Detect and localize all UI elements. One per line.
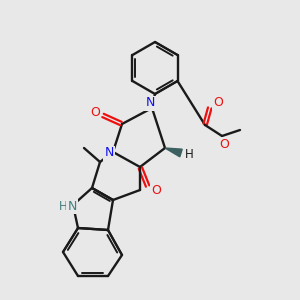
Text: N: N (67, 200, 77, 212)
Text: N: N (104, 146, 114, 160)
Polygon shape (165, 148, 182, 157)
Text: H: H (58, 200, 68, 212)
Text: O: O (213, 97, 223, 110)
Text: H: H (184, 148, 194, 160)
Text: O: O (219, 137, 229, 151)
Text: O: O (90, 106, 100, 118)
Text: O: O (151, 184, 161, 196)
Text: N: N (145, 97, 155, 110)
